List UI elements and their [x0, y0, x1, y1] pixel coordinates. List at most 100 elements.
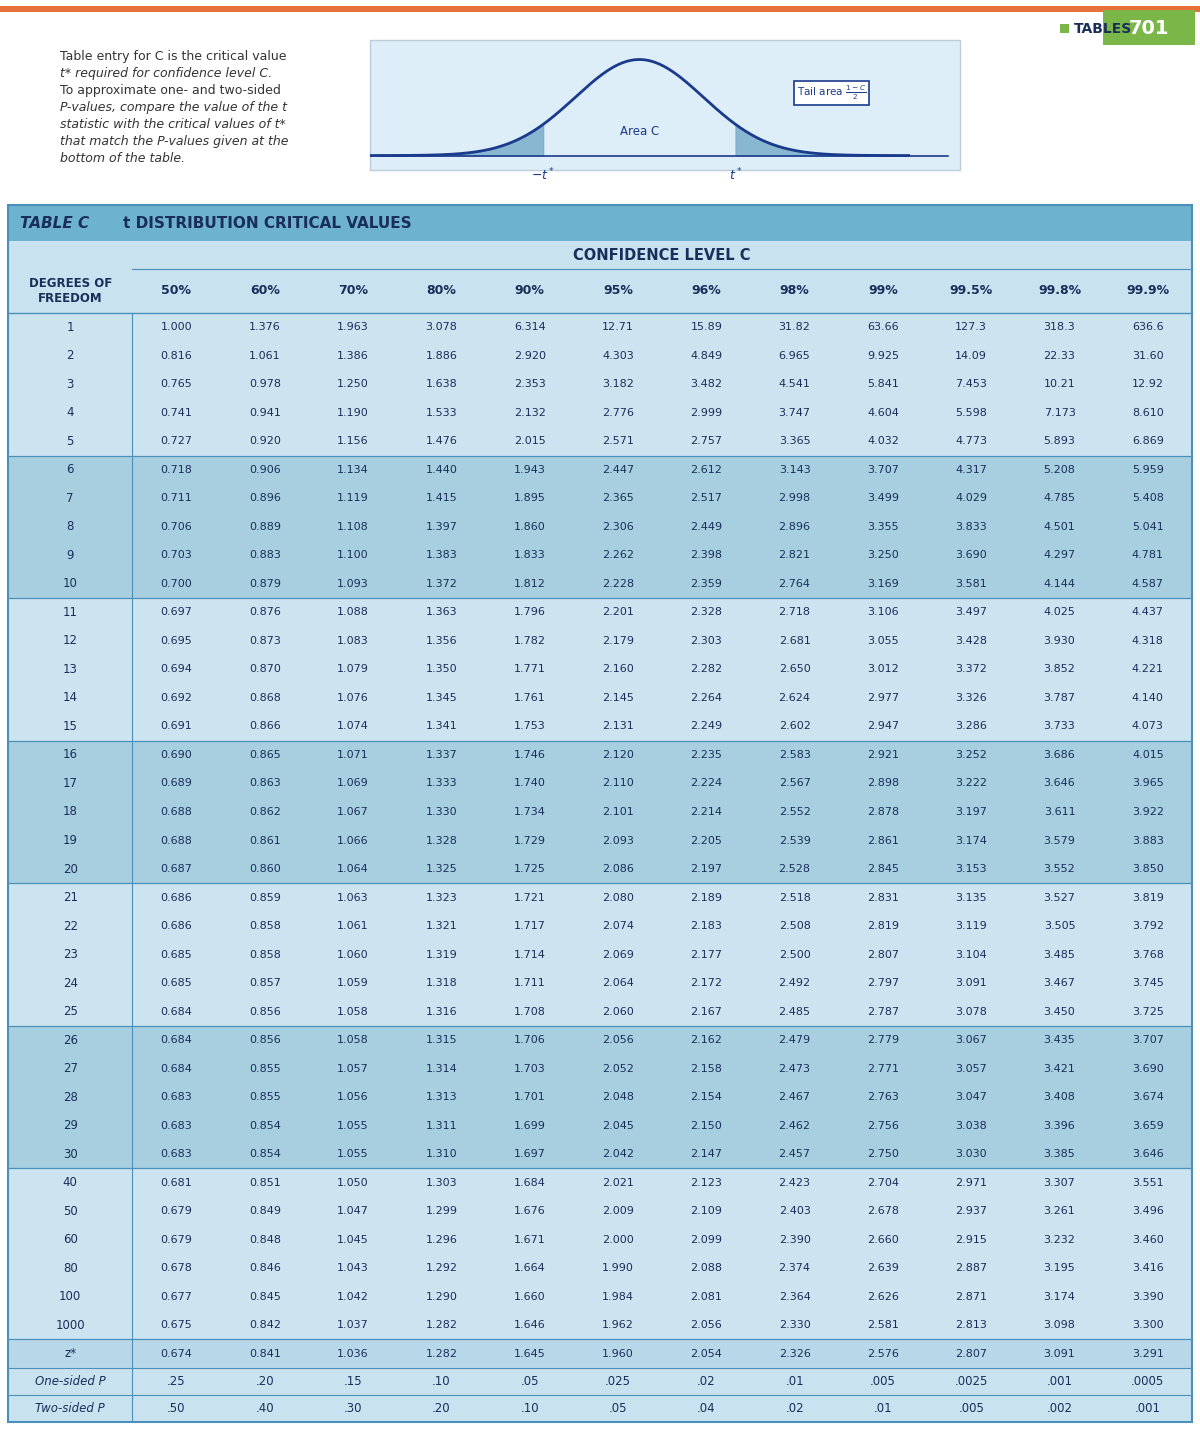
Text: 2.500: 2.500	[779, 949, 810, 959]
Text: 80: 80	[62, 1261, 78, 1274]
Text: 0.856: 0.856	[248, 1007, 281, 1017]
Text: 2.048: 2.048	[602, 1092, 634, 1102]
Text: 13: 13	[62, 662, 78, 675]
Text: 0.679: 0.679	[161, 1207, 192, 1217]
Text: 1.079: 1.079	[337, 664, 370, 674]
Text: 2.571: 2.571	[602, 436, 634, 446]
Text: To approximate one- and two-sided: To approximate one- and two-sided	[60, 84, 281, 96]
Text: 0.688: 0.688	[161, 806, 192, 816]
Text: .10: .10	[432, 1375, 451, 1388]
Text: 5.408: 5.408	[1132, 494, 1164, 504]
Text: 0.854: 0.854	[248, 1120, 281, 1130]
Text: .30: .30	[344, 1403, 362, 1416]
Text: 0.718: 0.718	[161, 465, 192, 475]
Text: 2.447: 2.447	[602, 465, 634, 475]
Text: 2.080: 2.080	[602, 893, 634, 903]
Text: 1.860: 1.860	[514, 521, 546, 531]
Text: 4.140: 4.140	[1132, 693, 1164, 703]
Text: 1.684: 1.684	[514, 1178, 546, 1188]
Text: 0.842: 0.842	[248, 1320, 281, 1331]
Text: 1.676: 1.676	[514, 1207, 546, 1217]
Text: 0.883: 0.883	[248, 550, 281, 560]
Text: 3.579: 3.579	[1044, 835, 1075, 845]
Text: 3.119: 3.119	[955, 922, 988, 932]
Text: 3.551: 3.551	[1132, 1178, 1164, 1188]
Text: DEGREES OF
FREEDOM: DEGREES OF FREEDOM	[29, 276, 112, 305]
Bar	[0, 6, 1200, 12]
Text: 2.552: 2.552	[779, 806, 810, 816]
Text: 1.319: 1.319	[426, 949, 457, 959]
Text: 22.33: 22.33	[1044, 351, 1075, 361]
Text: 0.896: 0.896	[248, 494, 281, 504]
Text: 3.690: 3.690	[955, 550, 988, 560]
Text: 3.922: 3.922	[1132, 806, 1164, 816]
Text: 12.92: 12.92	[1132, 379, 1164, 389]
Text: 1.323: 1.323	[426, 893, 457, 903]
Text: 3.252: 3.252	[955, 750, 988, 760]
Text: 1.047: 1.047	[337, 1207, 370, 1217]
Text: 2.518: 2.518	[779, 893, 810, 903]
Text: 15.89: 15.89	[690, 323, 722, 333]
Text: 1.318: 1.318	[426, 978, 457, 988]
Text: 2.359: 2.359	[690, 579, 722, 589]
Text: 2.403: 2.403	[779, 1207, 810, 1217]
Text: 1.292: 1.292	[425, 1263, 457, 1273]
Text: 1.699: 1.699	[514, 1120, 546, 1130]
Text: 1.076: 1.076	[337, 693, 368, 703]
Text: 19: 19	[62, 834, 78, 847]
Text: .0025: .0025	[954, 1375, 988, 1388]
Text: .02: .02	[785, 1403, 804, 1416]
Text: 1.037: 1.037	[337, 1320, 368, 1331]
Text: 1.313: 1.313	[426, 1092, 457, 1102]
Text: 5.041: 5.041	[1132, 521, 1164, 531]
Text: 4.604: 4.604	[866, 408, 899, 418]
Text: 95%: 95%	[604, 285, 632, 298]
Text: 6.965: 6.965	[779, 351, 810, 361]
Text: .05: .05	[608, 1403, 628, 1416]
Text: 3.078: 3.078	[955, 1007, 988, 1017]
Text: 3.450: 3.450	[1044, 1007, 1075, 1017]
Text: 1.962: 1.962	[602, 1320, 634, 1331]
Text: 3.153: 3.153	[955, 864, 988, 874]
Text: 3.174: 3.174	[955, 835, 988, 845]
Text: 4.025: 4.025	[1044, 608, 1075, 618]
Text: 2.462: 2.462	[779, 1120, 811, 1130]
Bar	[8, 1140, 1192, 1168]
Text: 0.846: 0.846	[248, 1263, 281, 1273]
Text: 1.330: 1.330	[426, 806, 457, 816]
Text: 2.624: 2.624	[779, 693, 811, 703]
Bar	[8, 1310, 1192, 1339]
Text: .05: .05	[521, 1375, 539, 1388]
Text: 1.345: 1.345	[426, 693, 457, 703]
Text: Area C: Area C	[619, 125, 659, 138]
Bar	[8, 598, 1192, 626]
Text: t* required for confidence level C.: t* required for confidence level C.	[60, 68, 272, 81]
Text: 63.66: 63.66	[868, 323, 899, 333]
Text: 1.812: 1.812	[514, 579, 546, 589]
Text: 10: 10	[62, 577, 78, 590]
Text: 1.064: 1.064	[337, 864, 368, 874]
Text: $t^*$: $t^*$	[728, 167, 743, 183]
Text: 2.763: 2.763	[866, 1092, 899, 1102]
Text: 3.883: 3.883	[1132, 835, 1164, 845]
Text: 80%: 80%	[426, 285, 456, 298]
Text: 2.249: 2.249	[690, 721, 722, 732]
Text: 11: 11	[62, 606, 78, 619]
Text: 98%: 98%	[780, 285, 810, 298]
Bar	[8, 1168, 1192, 1197]
Text: 1.703: 1.703	[514, 1064, 546, 1074]
Bar	[8, 455, 1192, 484]
Text: 31.82: 31.82	[779, 323, 810, 333]
Text: 2.449: 2.449	[690, 521, 722, 531]
Bar	[8, 1054, 1192, 1083]
Bar	[8, 912, 1192, 940]
Text: 3.355: 3.355	[868, 521, 899, 531]
Text: 1.043: 1.043	[337, 1263, 368, 1273]
Text: 21: 21	[62, 891, 78, 904]
Text: 2.718: 2.718	[779, 608, 811, 618]
Text: 2.528: 2.528	[779, 864, 811, 874]
Text: 2.045: 2.045	[602, 1120, 634, 1130]
Text: 3.435: 3.435	[1044, 1035, 1075, 1045]
Text: 2.172: 2.172	[690, 978, 722, 988]
Text: 2.123: 2.123	[690, 1178, 722, 1188]
